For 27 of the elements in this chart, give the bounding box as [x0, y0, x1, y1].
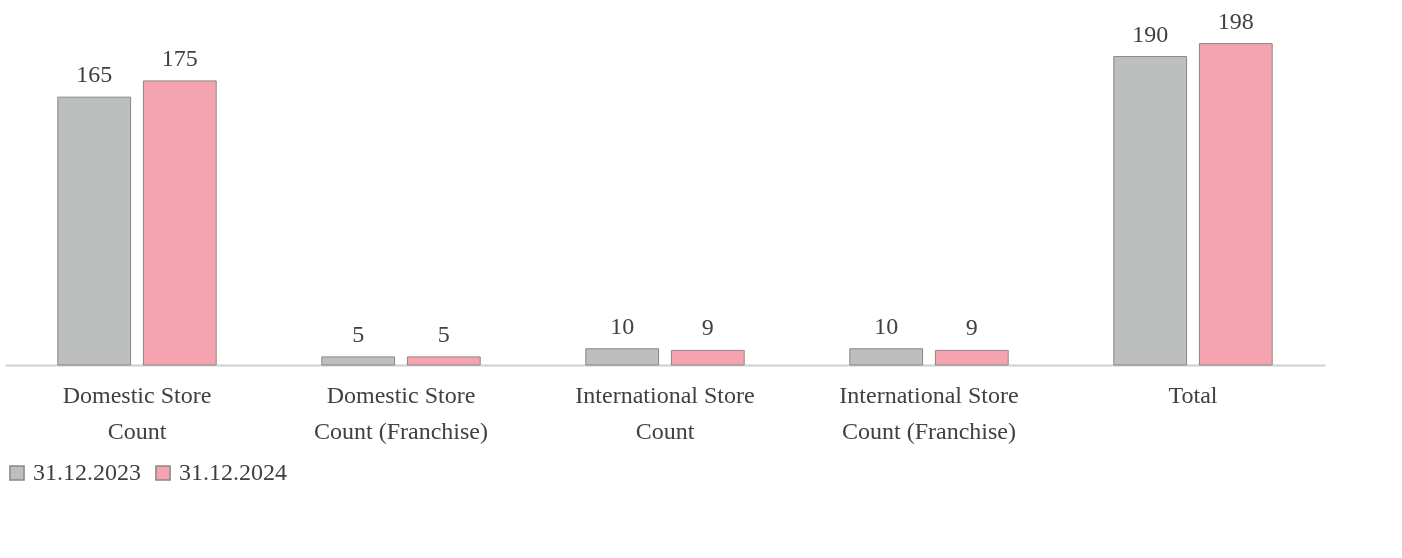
data-label: 5 [352, 320, 365, 347]
x-tick-label: Domestic Store Count [62, 381, 212, 444]
data-label: 165 [76, 61, 113, 88]
legend-label: 31.12.2024 [179, 459, 287, 485]
bar [1113, 56, 1188, 366]
bar [142, 80, 217, 366]
data-label: 9 [701, 314, 714, 341]
x-tick-label: International Store Count [575, 381, 755, 444]
bar [934, 349, 1009, 366]
bar [585, 348, 660, 366]
x-tick-label: International Store Count (Franchise) [839, 381, 1019, 444]
data-label: 190 [1132, 20, 1169, 47]
data-label: 5 [437, 320, 450, 347]
bar [321, 356, 396, 366]
x-tick-label: Total [1168, 381, 1218, 408]
data-label: 9 [965, 314, 978, 341]
bar [670, 349, 745, 366]
data-label: 175 [161, 44, 198, 71]
data-label: 10 [610, 312, 635, 339]
bar [1198, 43, 1273, 366]
data-label: 10 [874, 312, 899, 339]
bar [57, 96, 132, 366]
bar [406, 356, 481, 366]
legend-label: 31.12.2023 [33, 459, 141, 485]
data-label: 198 [1217, 7, 1254, 34]
bar [849, 348, 924, 366]
x-tick-label: Domestic Store Count (Franchise) [314, 381, 488, 444]
